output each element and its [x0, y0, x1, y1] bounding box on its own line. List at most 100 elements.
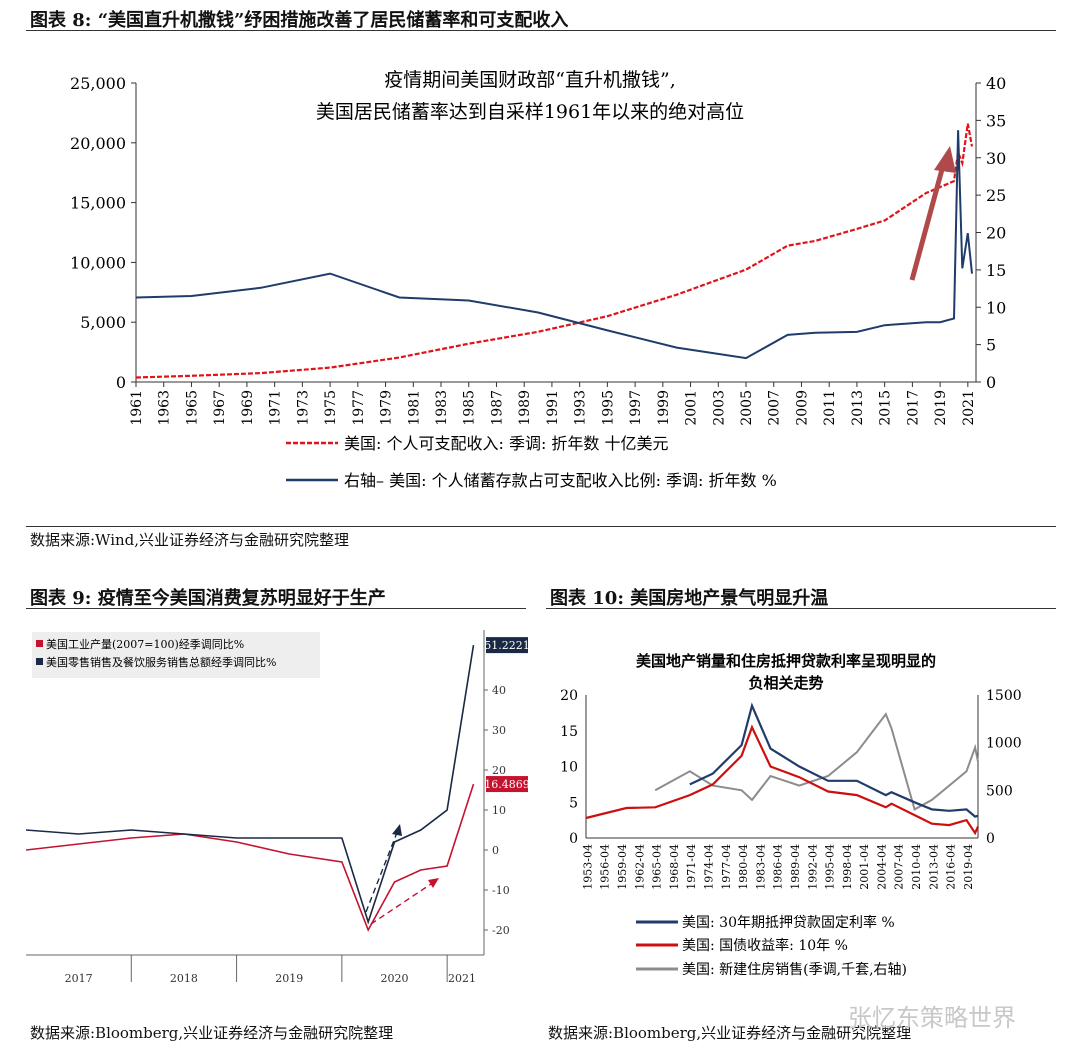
y-tick-label: -20	[492, 924, 510, 937]
x-tick-label: 1999	[656, 390, 672, 426]
x-tick-label: 1998-04	[841, 844, 854, 890]
x-tick-label: 1989	[517, 390, 533, 426]
x-tick-label: 1980-04	[737, 844, 750, 890]
x-tick-label: 1965-04	[651, 844, 664, 890]
y-tick-label: 10	[492, 804, 506, 817]
x-tick-label: 1991	[545, 390, 561, 426]
arrow-head	[934, 146, 956, 173]
x-tick-label: 1971-04	[685, 844, 698, 890]
figure9-source: 数据来源:Bloomberg,兴业证券经济与金融研究院整理	[30, 1024, 394, 1042]
x-tick-label: 2001-04	[858, 844, 871, 890]
income-series-line	[135, 123, 974, 379]
figure8-chart: 0 5,000 10,000 15,000 20,000 25,000 0 5 10 15 20 25…	[70, 69, 1006, 490]
left-tick-label: 20,000	[70, 134, 126, 153]
figure8-legend: 美国: 个人可支配收入: 季调: 折年数 十亿美元 右轴– 美国: 个人储蓄存款…	[286, 434, 777, 490]
right-tick-label: 15	[986, 261, 1006, 280]
left-tick-label: 5,000	[80, 313, 126, 332]
watermark: 张忆东策略世界	[848, 1004, 1016, 1032]
figure8-title-rule	[26, 30, 1056, 31]
retail-line	[26, 644, 475, 925]
industrial-arrow-head	[428, 878, 439, 888]
y-tick-label: 0	[492, 844, 499, 857]
right-tick-label: 20	[986, 224, 1006, 243]
legend-income: 美国: 个人可支配收入: 季调: 折年数 十亿美元	[344, 434, 669, 453]
right-tick-label: 10	[986, 298, 1006, 317]
x-tick-label: 2021	[448, 972, 476, 985]
x-tick-label: 1993	[573, 390, 589, 426]
x-tick-label: 2021	[961, 390, 977, 426]
x-tick-label: 1995-04	[824, 844, 837, 890]
x-tick-label: 1965	[184, 390, 200, 426]
x-tick-label: 1977-04	[720, 844, 733, 890]
figure8-title: 图表 8: “美国直升机撒钱”纾困措施改善了居民储蓄率和可支配收入	[30, 10, 569, 31]
x-tick-label: 1967	[212, 390, 228, 426]
figure10-chart-title-2: 负相关走势	[748, 674, 823, 692]
x-tick-label: 1969	[240, 390, 256, 426]
treasury-yield-line	[585, 724, 980, 836]
x-tick-label: 1971	[268, 390, 284, 426]
x-tick-label: 1977	[351, 390, 367, 426]
x-tick-label: 2011	[822, 390, 838, 426]
x-tick-label: 1983-04	[754, 844, 767, 890]
y-tick-label: 30	[492, 724, 506, 737]
end-value-label: 16.4869	[484, 778, 530, 791]
x-tick-label: 2010-04	[910, 844, 923, 890]
legend-saving: 右轴– 美国: 个人储蓄存款占可支配收入比例: 季调: 折年数 %	[344, 471, 777, 490]
left-tick-label: 15	[560, 724, 578, 740]
x-tick-label: 1997	[628, 390, 644, 426]
end-value-label: 51.2221	[484, 639, 530, 652]
figure9-title-rule	[26, 608, 526, 609]
trend-arrow	[909, 146, 956, 281]
x-tick-label: 1975	[323, 390, 339, 426]
x-tick-label: 1959-04	[616, 844, 629, 890]
x-tick-label: 1979	[379, 390, 395, 426]
x-tick-label: 2005	[739, 390, 755, 426]
right-tick-label: 35	[986, 111, 1006, 130]
right-tick-label: 30	[986, 149, 1006, 168]
x-tick-label: 2009	[794, 390, 810, 426]
x-tick-label: 2017	[65, 972, 93, 985]
figure8-source: 数据来源:Wind,兴业证券经济与金融研究院整理	[30, 531, 350, 549]
x-tick-label: 2007	[767, 390, 783, 426]
figure9-legend-box	[32, 632, 320, 678]
x-tick-label: 2016-04	[945, 844, 958, 890]
x-tick-label: 2020	[381, 972, 409, 985]
legend-retail: 美国零售销售及餐饮服务销售总额经季调同比%	[46, 655, 276, 669]
figure9-chart: -20 -10 0 10 20 30 40 2017 2018 2019 2020 2021 美国工业…	[26, 630, 530, 985]
x-tick-label: 1963	[157, 390, 173, 426]
figure10-title-rule	[546, 608, 1056, 609]
x-tick-label: 1962-04	[633, 844, 646, 890]
legend-sales: 美国: 新建住房销售(季调,千套,右轴)	[682, 962, 907, 978]
x-tick-label: 1974-04	[703, 844, 716, 890]
saving-rate-series-line	[135, 130, 973, 360]
left-tick-label: 5	[569, 795, 578, 811]
x-tick-label: 2019-04	[962, 844, 975, 890]
right-tick-label: 1500	[986, 688, 1022, 704]
industrial-dashed-arrow	[370, 881, 435, 925]
figure10-source: 数据来源:Bloomberg,兴业证券经济与金融研究院整理	[548, 1024, 912, 1042]
x-tick-label: 1989-04	[789, 844, 802, 890]
figure10-legend: 美国: 30年期抵押贷款固定利率 % 美国: 国债收益率: 10年 % 美国: …	[636, 914, 907, 978]
x-tick-label: 2019	[275, 972, 303, 985]
mortgage-rate-line	[689, 702, 979, 818]
retail-arrow-head	[392, 824, 402, 836]
end-value-badge	[486, 776, 528, 793]
right-tick-label: 0	[986, 831, 995, 847]
left-tick-label: 10	[560, 760, 578, 776]
right-tick-label: 40	[986, 74, 1006, 93]
x-tick-label: 1985	[462, 390, 478, 426]
x-tick-label: 1961	[129, 390, 145, 426]
right-tick-label: 5	[986, 336, 996, 355]
end-value-badge	[486, 637, 528, 654]
x-tick-label: 1983	[434, 390, 450, 426]
legend-industrial: 美国工业产量(2007=100)经季调同比%	[46, 637, 244, 651]
right-tick-label: 0	[986, 373, 996, 392]
figure10-chart: 美国地产销量和住房抵押贷款利率呈现明显的 负相关走势 0 5 10 15 20 0 500 1…	[560, 652, 1022, 978]
annotation-line-1: 疫情期间美国财政部“直升机撒钱”,	[384, 69, 675, 91]
x-tick-label: 1981	[406, 390, 422, 426]
left-tick-label: 25,000	[70, 74, 126, 93]
right-tick-label: 1000	[986, 736, 1022, 752]
x-tick-label: 2001	[684, 390, 700, 426]
x-tick-label: 1995	[600, 390, 616, 426]
y-tick-label: -10	[492, 884, 510, 897]
